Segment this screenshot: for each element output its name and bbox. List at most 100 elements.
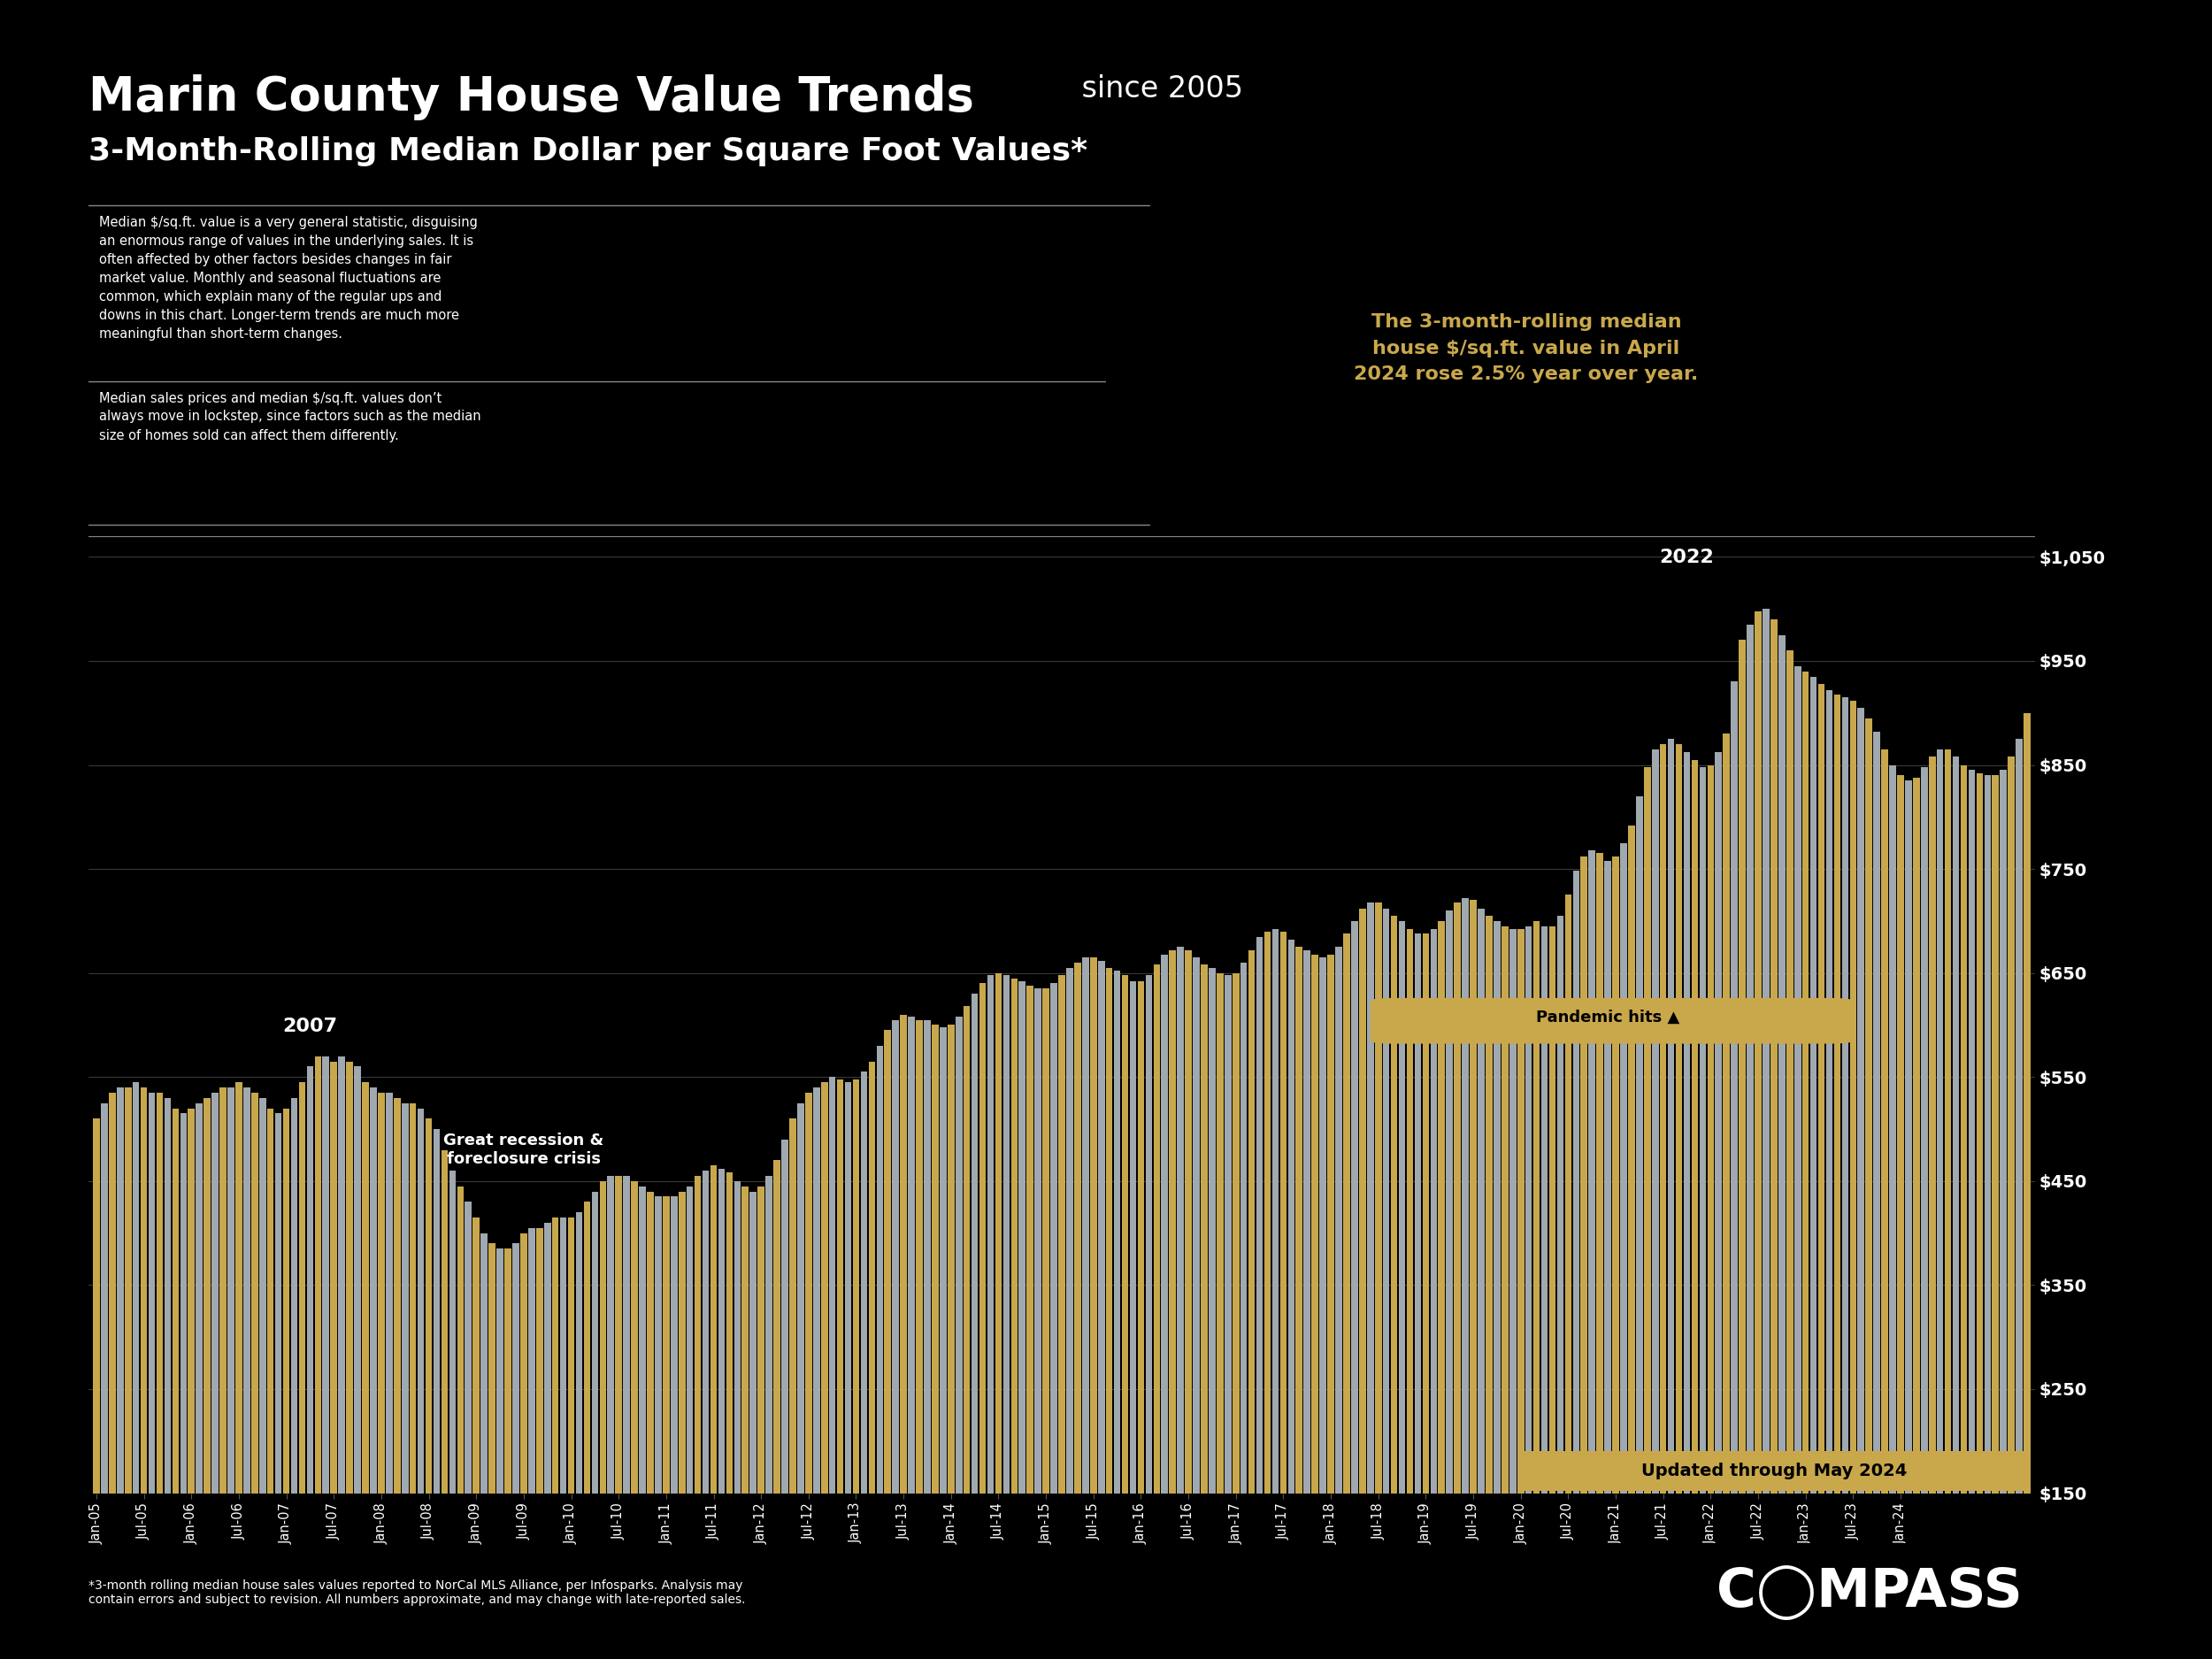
Bar <box>354 1067 361 1493</box>
Bar <box>553 1218 560 1493</box>
Bar <box>1312 954 1318 1493</box>
Bar <box>679 1191 686 1493</box>
Bar <box>980 984 987 1493</box>
Bar <box>1588 849 1595 1493</box>
Bar <box>259 1098 265 1493</box>
Bar <box>1051 984 1057 1493</box>
Text: 2007: 2007 <box>283 1017 338 1035</box>
Text: The 3-month-rolling median
house $/sq.ft. value in April
2024 rose 2.5% year ove: The 3-month-rolling median house $/sq.ft… <box>1354 314 1699 383</box>
Bar <box>243 1087 250 1493</box>
Bar <box>179 1113 186 1493</box>
Bar <box>639 1186 646 1493</box>
Bar <box>940 1027 947 1493</box>
Bar <box>1407 929 1413 1493</box>
Bar <box>1517 929 1524 1493</box>
Bar <box>774 1160 781 1493</box>
Bar <box>283 1108 290 1493</box>
Bar <box>624 1176 630 1493</box>
Bar <box>1170 951 1177 1493</box>
Bar <box>268 1108 274 1493</box>
Bar <box>164 1098 170 1493</box>
Bar <box>2015 738 2022 1493</box>
Bar <box>1152 964 1159 1493</box>
Bar <box>805 1093 812 1493</box>
Bar <box>1920 766 1927 1493</box>
Bar <box>931 1025 938 1493</box>
Bar <box>403 1103 409 1493</box>
Text: *3-month rolling median house sales values reported to NorCal MLS Alliance, per : *3-month rolling median house sales valu… <box>88 1579 745 1606</box>
Bar <box>750 1191 757 1493</box>
Bar <box>535 1228 542 1493</box>
Bar <box>418 1108 425 1493</box>
Bar <box>1818 684 1825 1493</box>
Bar <box>1121 975 1128 1493</box>
Bar <box>1975 773 1982 1493</box>
Bar <box>1628 825 1635 1493</box>
Bar <box>655 1196 661 1493</box>
Bar <box>1858 708 1865 1493</box>
Bar <box>1376 902 1382 1493</box>
Bar <box>1582 856 1588 1493</box>
Bar <box>323 1057 330 1493</box>
Bar <box>1874 732 1880 1493</box>
Bar <box>369 1087 376 1493</box>
Bar <box>1035 989 1042 1493</box>
Bar <box>1075 962 1082 1493</box>
Bar <box>1659 745 1666 1493</box>
Text: 3-Month-Rolling Median Dollar per Square Foot Values*: 3-Month-Rolling Median Dollar per Square… <box>88 136 1088 166</box>
Bar <box>1082 957 1088 1493</box>
Bar <box>188 1108 195 1493</box>
Bar <box>1564 894 1571 1493</box>
Bar <box>1469 901 1478 1493</box>
Bar <box>330 1062 336 1493</box>
Bar <box>473 1218 480 1493</box>
Bar <box>1865 718 1871 1493</box>
Bar <box>1241 962 1248 1493</box>
Bar <box>891 1020 898 1493</box>
Bar <box>1177 947 1183 1493</box>
Bar <box>1557 916 1564 1493</box>
Bar <box>1066 967 1073 1493</box>
Bar <box>1644 766 1650 1493</box>
Bar <box>1097 961 1104 1493</box>
Bar <box>108 1093 115 1493</box>
Bar <box>1803 672 1809 1493</box>
Bar <box>1296 947 1303 1493</box>
Bar <box>212 1093 219 1493</box>
Bar <box>385 1093 392 1493</box>
Bar <box>489 1244 495 1493</box>
Bar <box>885 1030 891 1493</box>
Bar <box>1413 934 1420 1493</box>
Bar <box>1011 979 1018 1493</box>
Bar <box>852 1078 860 1493</box>
Bar <box>664 1196 670 1493</box>
Bar <box>1993 775 2000 1493</box>
Text: 2022: 2022 <box>1659 549 1714 566</box>
FancyBboxPatch shape <box>1520 1452 2026 1491</box>
Bar <box>363 1082 369 1493</box>
Bar <box>703 1171 710 1493</box>
Bar <box>1303 951 1310 1493</box>
Bar <box>925 1020 931 1493</box>
Bar <box>157 1093 164 1493</box>
Bar <box>544 1223 551 1493</box>
Bar <box>1604 861 1610 1493</box>
Bar <box>197 1103 204 1493</box>
Bar <box>307 1067 314 1493</box>
Bar <box>790 1118 796 1493</box>
Bar <box>1754 611 1761 1493</box>
Bar <box>1502 926 1509 1493</box>
Bar <box>314 1057 321 1493</box>
Bar <box>796 1103 803 1493</box>
Bar <box>1763 609 1770 1493</box>
Bar <box>1026 985 1033 1493</box>
Bar <box>1398 921 1405 1493</box>
Bar <box>575 1213 582 1493</box>
Bar <box>1321 957 1327 1493</box>
Bar <box>1343 934 1349 1493</box>
Bar <box>1809 677 1816 1493</box>
Text: C◯MPASS: C◯MPASS <box>1717 1566 2022 1619</box>
Bar <box>1548 926 1555 1493</box>
Bar <box>1723 733 1730 1493</box>
Bar <box>117 1087 124 1493</box>
